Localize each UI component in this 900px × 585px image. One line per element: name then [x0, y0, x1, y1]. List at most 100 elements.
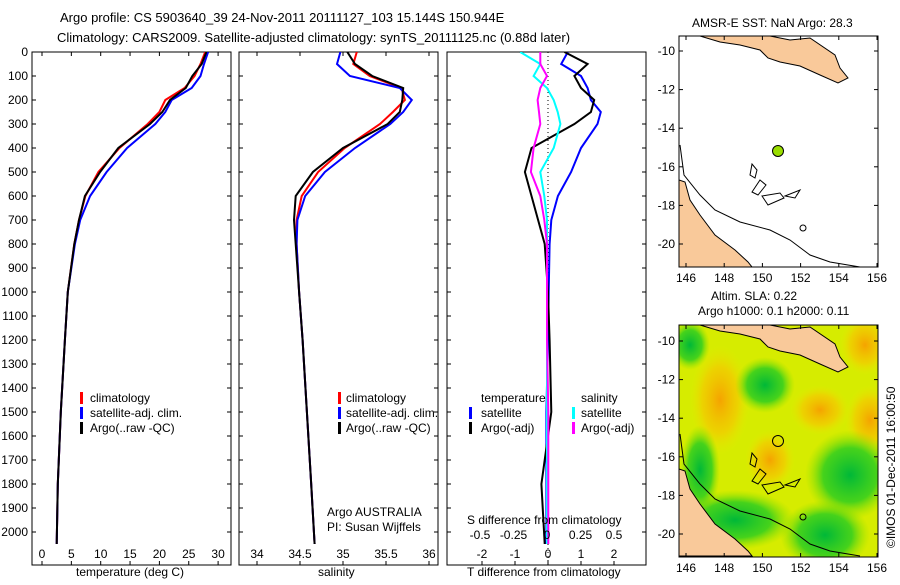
x-tick-label: 0	[39, 547, 46, 561]
x-tick-label: 10	[94, 547, 108, 561]
s-diff-tick-label: 0.25	[569, 528, 593, 542]
profile-line-satellite-adj-clim-	[55, 52, 210, 545]
difference-line-temperature-satellite	[545, 52, 602, 544]
depth-tick-label: 0	[21, 45, 28, 59]
land-australia	[679, 468, 754, 557]
profile-line-satellite-adj-clim-	[295, 52, 414, 545]
t-diff-tick-label: -1	[510, 547, 521, 561]
lon-tick-label: 150	[752, 271, 772, 285]
x-tick-label: 34	[250, 547, 264, 561]
t-diff-tick-label: 2	[611, 547, 618, 561]
lat-tick-label: -18	[658, 198, 676, 212]
reef-island	[799, 224, 807, 232]
lat-tick-label: -20	[658, 527, 676, 541]
coral-sea-reefs	[749, 451, 802, 495]
legend-t-argo: Argo(-adj)	[481, 421, 534, 435]
lon-tick-label: 152	[791, 271, 811, 285]
lat-tick-label: -18	[658, 488, 676, 502]
depth-tick-label: 400	[8, 141, 28, 155]
legend-s-argo: Argo(-adj)	[581, 421, 634, 435]
lat-tick-label: -10	[658, 44, 676, 58]
depth-tick-label: 200	[8, 93, 28, 107]
x-tick-label: 25	[182, 547, 196, 561]
lat-tick-label: -16	[658, 160, 676, 174]
profile-line-argo-raw-qc-	[292, 52, 405, 545]
depth-tick-label: 1800	[1, 477, 28, 491]
lon-tick-label: 154	[829, 271, 849, 285]
land-papua-new-guinea	[699, 36, 849, 84]
x-tick-label: 36	[422, 547, 436, 561]
lat-tick-label: -14	[658, 411, 676, 425]
x-tick-label: 20	[153, 547, 167, 561]
lat-tick-label: -20	[658, 237, 676, 251]
s-diff-tick-label: -0.25	[500, 528, 528, 542]
legend-s-satellite: satellite	[581, 406, 622, 420]
temperature-panel	[31, 51, 232, 566]
t-difference-axis-label: T difference from climatology	[467, 565, 621, 579]
depth-tick-label: 1700	[1, 453, 28, 467]
depth-tick-label: 500	[8, 165, 28, 179]
x-tick-label: 35	[336, 547, 350, 561]
depth-tick-label: 1300	[1, 357, 28, 371]
depth-tick-label: 1200	[1, 333, 28, 347]
lon-tick-label: 148	[714, 561, 734, 575]
legend-t-satellite: satellite	[481, 406, 522, 420]
depth-tick-label: 1000	[1, 285, 28, 299]
sla-map-title: Altim. SLA: 0.22	[711, 289, 797, 303]
float-position-marker-sla	[772, 435, 784, 447]
depth-tick-label: 1500	[1, 405, 28, 419]
temperature-axis-label: temperature (deg C)	[76, 565, 184, 579]
t-diff-tick-label: -2	[477, 547, 488, 561]
depth-tick-label: 700	[8, 213, 28, 227]
lon-tick-label: 146	[676, 271, 696, 285]
legend-salinity-heading: salinity	[581, 391, 618, 405]
legend-climatology: climatology	[346, 391, 406, 405]
lat-tick-label: -12	[658, 83, 676, 97]
difference-legend: temperature salinity satellite Argo(-adj…	[469, 391, 634, 435]
lat-tick-label: -14	[658, 121, 676, 135]
difference-line-temperature-argo-adj-	[523, 52, 596, 545]
legend-argo: Argo(..raw -QC)	[346, 421, 431, 435]
lat-tick-label: -10	[658, 334, 676, 348]
title-line-2: Climatology: CARS2009. Satellite-adjuste…	[57, 30, 570, 45]
lon-tick-label: 156	[867, 271, 887, 285]
land-papua-new-guinea	[699, 325, 849, 373]
t-diff-tick-label: 1	[578, 547, 585, 561]
depth-tick-label: 600	[8, 189, 28, 203]
float-position-marker	[772, 145, 784, 157]
lon-tick-label: 152	[791, 561, 811, 575]
lon-tick-label: 154	[829, 561, 849, 575]
salinity-panel	[238, 51, 439, 566]
title-line-1: Argo profile: CS 5903640_39 24-Nov-2011 …	[60, 10, 505, 25]
reef-island	[799, 513, 807, 521]
land-australia	[679, 179, 753, 267]
lat-tick-label: -16	[658, 450, 676, 464]
bathymetry-contour	[679, 433, 861, 557]
legend-climatology: climatology	[90, 391, 150, 405]
difference-line-salinity-argo-adj-	[529, 52, 550, 544]
bathymetry-contour	[679, 144, 861, 267]
x-tick-label: 34.5	[288, 547, 312, 561]
sla-map-subtitle: Argo h1000: 0.1 h2000: 0.11	[698, 304, 850, 318]
difference-panel	[446, 51, 647, 566]
salinity-axis-label: salinity	[318, 565, 355, 579]
lon-tick-label: 156	[867, 561, 887, 575]
argo-program-label: Argo AUSTRALIA	[327, 505, 422, 519]
salinity-legend: climatology satellite-adj. clim. Argo(..…	[338, 391, 438, 435]
depth-tick-label: 1100	[2, 309, 28, 323]
lat-tick-label: -12	[658, 373, 676, 387]
depth-tick-label: 1900	[1, 501, 28, 515]
depth-tick-label: 2000	[1, 525, 28, 539]
sla-map	[679, 325, 878, 557]
depth-tick-label: 900	[8, 261, 28, 275]
depth-tick-label: 1400	[1, 381, 28, 395]
s-diff-tick-label: 0.5	[606, 528, 623, 542]
x-tick-label: 35.5	[374, 547, 398, 561]
coral-sea-reefs	[749, 162, 802, 206]
s-difference-axis-label: S difference from climatology	[467, 513, 622, 527]
temperature-legend: climatology satellite-adj. clim. Argo(..…	[80, 391, 182, 435]
depth-tick-label: 800	[8, 237, 28, 251]
legend-temperature-heading: temperature	[481, 391, 546, 405]
imos-credit: ©IMOS 01-Dec-2011 16:00:50	[884, 386, 898, 548]
